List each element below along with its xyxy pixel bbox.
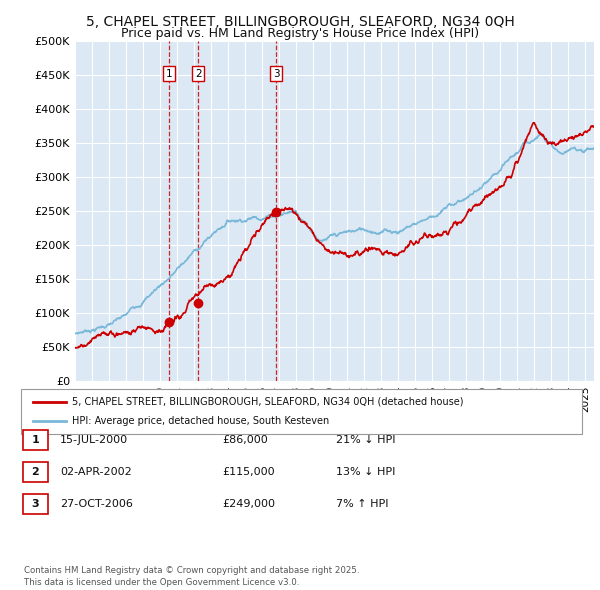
Text: 3: 3 [32,500,39,509]
Text: 21% ↓ HPI: 21% ↓ HPI [336,435,395,444]
Text: £86,000: £86,000 [222,435,268,444]
Text: 5, CHAPEL STREET, BILLINGBOROUGH, SLEAFORD, NG34 0QH: 5, CHAPEL STREET, BILLINGBOROUGH, SLEAFO… [86,15,514,29]
Text: 1: 1 [166,69,173,79]
Text: 2: 2 [195,69,202,79]
Text: £115,000: £115,000 [222,467,275,477]
Text: 13% ↓ HPI: 13% ↓ HPI [336,467,395,477]
Text: £249,000: £249,000 [222,500,275,509]
Text: 27-OCT-2006: 27-OCT-2006 [60,500,133,509]
Text: Contains HM Land Registry data © Crown copyright and database right 2025.
This d: Contains HM Land Registry data © Crown c… [24,566,359,587]
Text: Price paid vs. HM Land Registry's House Price Index (HPI): Price paid vs. HM Land Registry's House … [121,27,479,40]
Text: 5, CHAPEL STREET, BILLINGBOROUGH, SLEAFORD, NG34 0QH (detached house): 5, CHAPEL STREET, BILLINGBOROUGH, SLEAFO… [72,397,464,407]
Text: 02-APR-2002: 02-APR-2002 [60,467,132,477]
Text: 15-JUL-2000: 15-JUL-2000 [60,435,128,444]
Text: 1: 1 [32,435,39,444]
Text: HPI: Average price, detached house, South Kesteven: HPI: Average price, detached house, Sout… [72,417,329,426]
Text: 2: 2 [32,467,39,477]
Text: 7% ↑ HPI: 7% ↑ HPI [336,500,389,509]
Text: 3: 3 [273,69,280,79]
